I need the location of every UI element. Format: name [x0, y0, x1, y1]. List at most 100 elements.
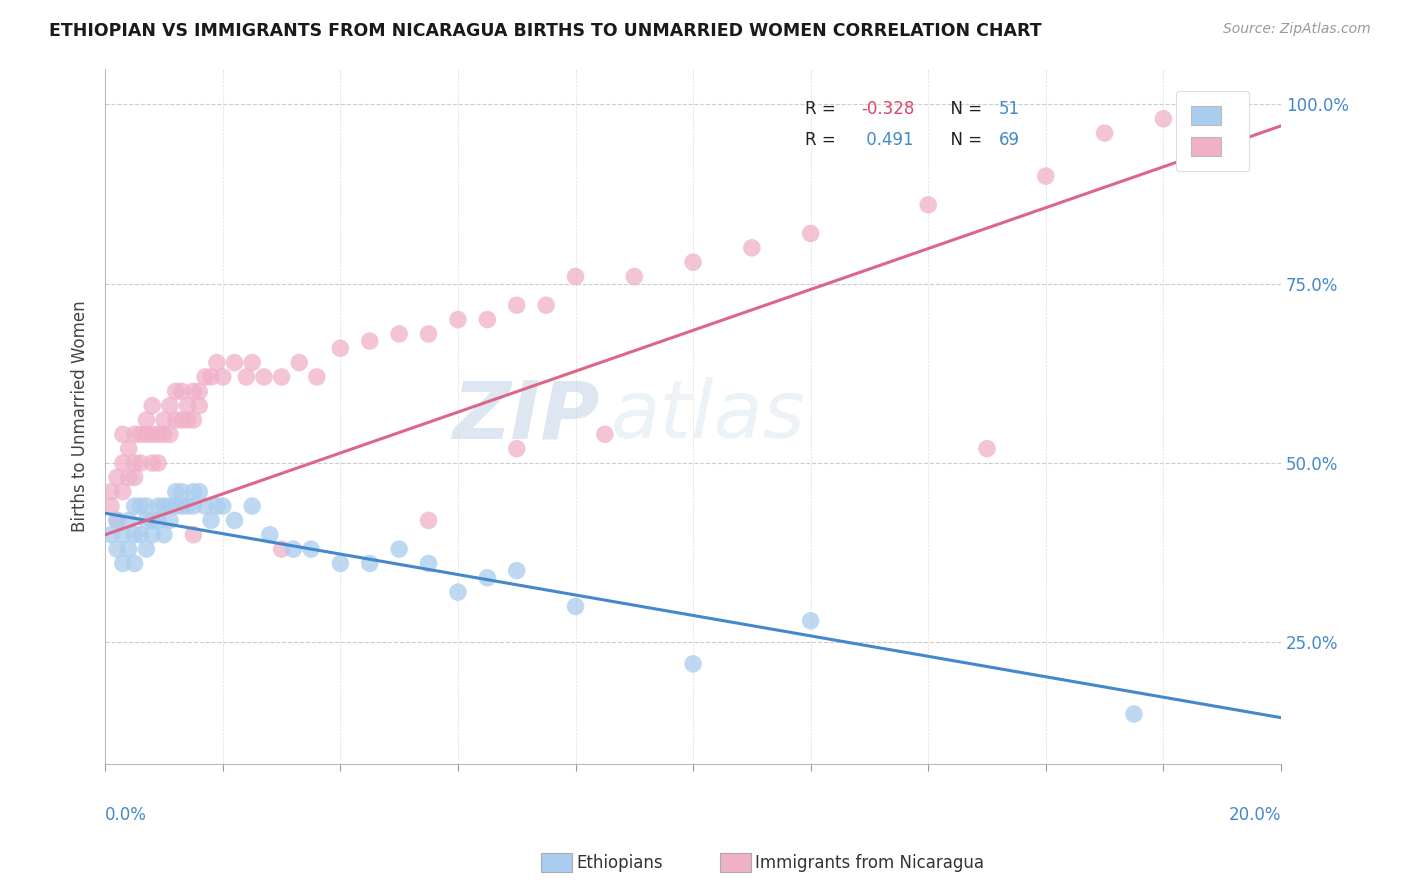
Point — [124, 527, 146, 541]
Point — [105, 513, 128, 527]
Point — [564, 269, 586, 284]
Point — [129, 456, 152, 470]
Text: atlas: atlas — [610, 377, 806, 456]
Point — [146, 513, 169, 527]
Point — [159, 513, 181, 527]
Point — [183, 527, 205, 541]
Point — [100, 499, 122, 513]
Point — [418, 557, 440, 571]
Point — [170, 484, 193, 499]
Point — [176, 399, 198, 413]
Point — [288, 356, 311, 370]
Point — [205, 499, 228, 513]
Point — [111, 427, 134, 442]
Text: 69: 69 — [998, 131, 1019, 149]
Text: 0.491: 0.491 — [862, 131, 914, 149]
Text: 0.0%: 0.0% — [105, 806, 148, 824]
Point — [359, 334, 381, 348]
Text: R =: R = — [804, 131, 841, 149]
Point — [105, 470, 128, 484]
Point — [564, 599, 586, 614]
Point — [165, 384, 187, 399]
Point — [200, 513, 222, 527]
Point — [170, 413, 193, 427]
Point — [800, 227, 823, 241]
Point — [418, 513, 440, 527]
Y-axis label: Births to Unmarried Women: Births to Unmarried Women — [72, 301, 89, 533]
Point — [141, 527, 163, 541]
Point — [183, 384, 205, 399]
Point — [146, 499, 169, 513]
Point — [240, 499, 263, 513]
Point — [205, 356, 228, 370]
Point — [111, 456, 134, 470]
Point — [124, 456, 146, 470]
Point — [118, 442, 141, 456]
Point — [129, 527, 152, 541]
Text: N =: N = — [941, 131, 987, 149]
Point — [1123, 707, 1146, 722]
Point — [111, 557, 134, 571]
Point — [129, 427, 152, 442]
Point — [141, 399, 163, 413]
Point — [194, 370, 217, 384]
Text: 20.0%: 20.0% — [1229, 806, 1281, 824]
Point — [153, 499, 176, 513]
Text: 51: 51 — [998, 100, 1019, 118]
Text: N =: N = — [941, 100, 987, 118]
Point — [224, 356, 246, 370]
Point — [100, 484, 122, 499]
Point — [135, 499, 157, 513]
Point — [447, 312, 470, 326]
Point — [976, 442, 998, 456]
Point — [682, 657, 704, 671]
Point — [211, 370, 233, 384]
Point — [200, 370, 222, 384]
Point — [1035, 169, 1057, 183]
Point — [283, 542, 305, 557]
Point — [235, 370, 257, 384]
Point — [917, 198, 939, 212]
Point — [800, 614, 823, 628]
Point — [418, 326, 440, 341]
Point — [270, 370, 292, 384]
Point — [253, 370, 276, 384]
Point — [477, 312, 499, 326]
Point — [270, 542, 292, 557]
Point — [153, 427, 176, 442]
Point — [224, 513, 246, 527]
Point — [183, 413, 205, 427]
Point — [447, 585, 470, 599]
Point — [305, 370, 328, 384]
Point — [506, 298, 529, 312]
Point — [188, 399, 211, 413]
Point — [388, 326, 411, 341]
Point — [1152, 112, 1174, 126]
Text: Ethiopians: Ethiopians — [576, 854, 664, 871]
Text: ZIP: ZIP — [451, 377, 599, 456]
Point — [183, 484, 205, 499]
Point — [135, 542, 157, 557]
Point — [159, 499, 181, 513]
Point — [141, 456, 163, 470]
Point — [176, 413, 198, 427]
Point — [159, 399, 181, 413]
Point — [105, 513, 128, 527]
Point — [124, 470, 146, 484]
Point — [105, 542, 128, 557]
Point — [329, 341, 352, 355]
Point — [176, 499, 198, 513]
Point — [165, 413, 187, 427]
Point — [135, 413, 157, 427]
Point — [124, 557, 146, 571]
Point — [141, 427, 163, 442]
Point — [534, 298, 557, 312]
Point — [165, 484, 187, 499]
Point — [211, 499, 233, 513]
Point — [141, 513, 163, 527]
Point — [183, 499, 205, 513]
Point — [153, 527, 176, 541]
Point — [100, 527, 122, 541]
Point — [159, 427, 181, 442]
Point — [170, 499, 193, 513]
